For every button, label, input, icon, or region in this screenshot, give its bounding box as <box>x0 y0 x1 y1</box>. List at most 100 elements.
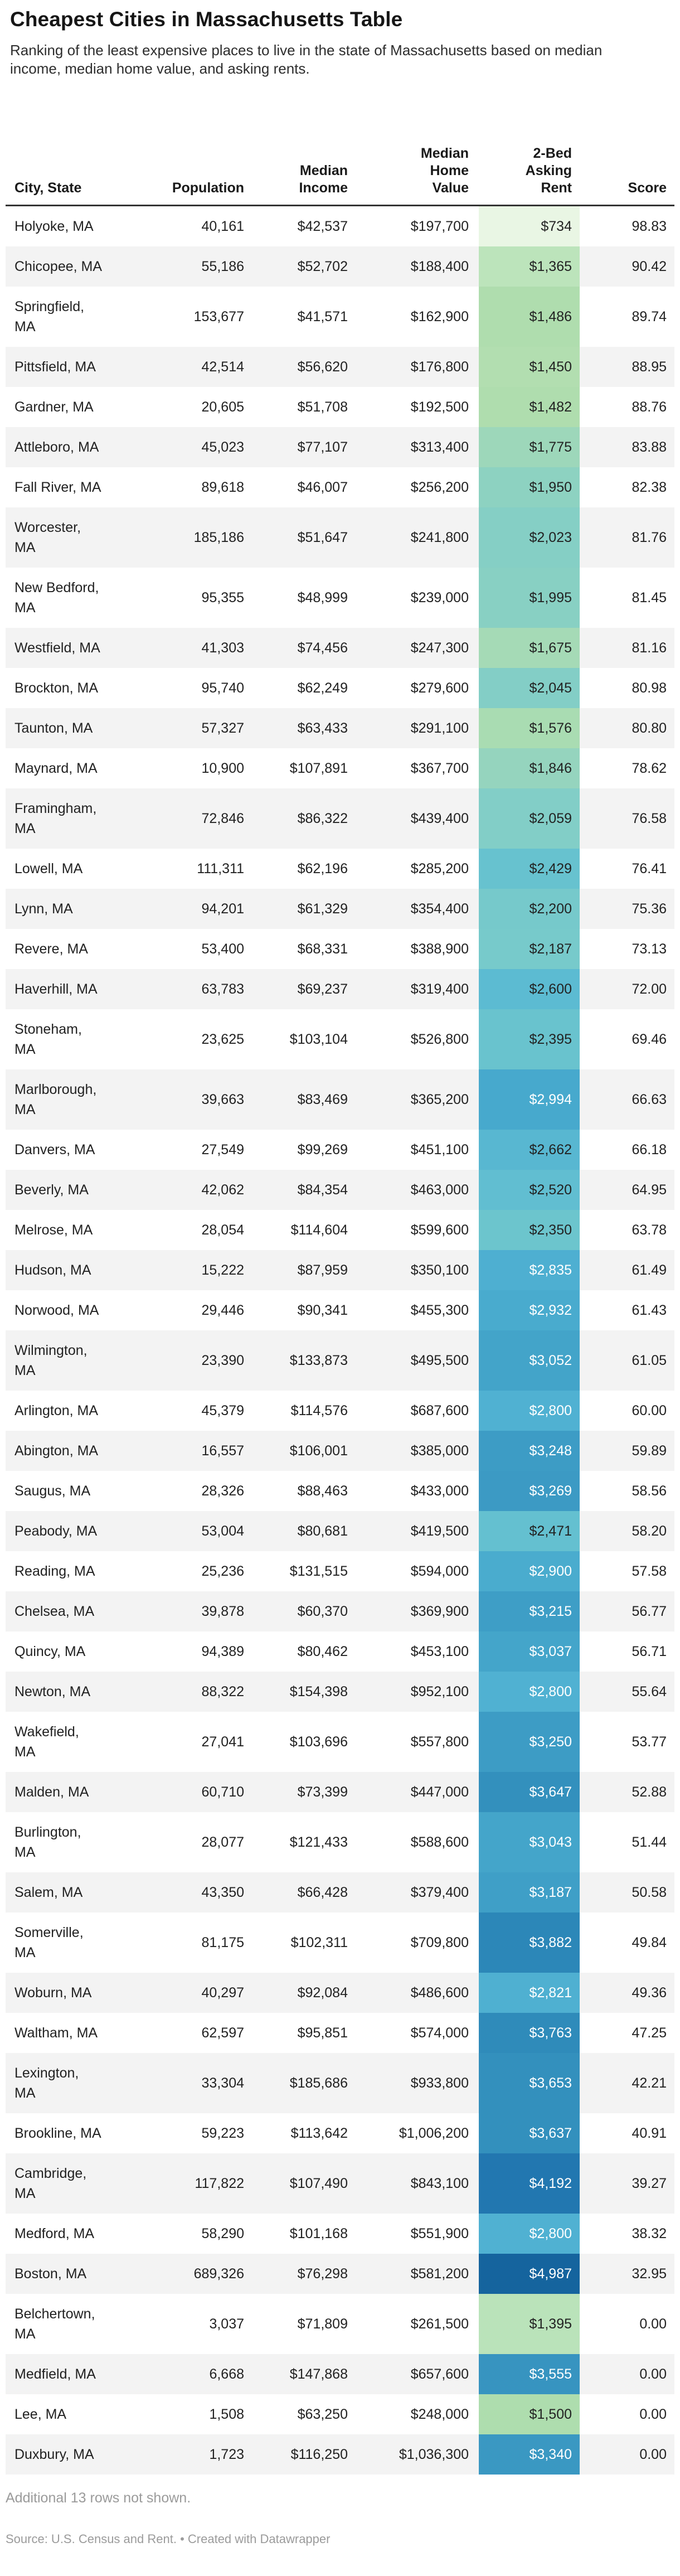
cell-median-income: $41,571 <box>297 309 348 325</box>
cell-median-income: $74,456 <box>297 640 348 656</box>
cell-population: 29,446 <box>201 1302 244 1318</box>
cell-median-income: $133,873 <box>289 1353 348 1368</box>
cell-median-income: $83,469 <box>297 1092 348 1107</box>
cell-median-home-value: $1,036,300 <box>399 2447 469 2462</box>
cell-2bed-asking-rent: $2,471 <box>479 1511 580 1551</box>
cell-median-income: $80,681 <box>297 1523 348 1539</box>
cell-score: 61.49 <box>632 1262 667 1278</box>
column-header-median-home-value[interactable]: Median Home Value <box>420 146 469 196</box>
cell-2bed-asking-rent: $2,023 <box>479 507 580 568</box>
datawrapper-credit-link[interactable]: Created with Datawrapper <box>187 2532 331 2546</box>
cell-city-state: Wilmington, MA <box>14 1343 88 1378</box>
cell-score: 98.83 <box>632 219 667 234</box>
table-row: Peabody, MA 53,004 $80,681 $419,500 $2,471 58… <box>6 1511 674 1551</box>
cell-median-income: $51,708 <box>297 399 348 415</box>
cell-population: 1,723 <box>209 2447 244 2462</box>
cell-city-state: Maynard, MA <box>14 761 98 776</box>
cell-score: 80.98 <box>632 680 667 696</box>
cell-median-home-value: $455,300 <box>410 1302 469 1318</box>
cell-score: 52.88 <box>632 1784 667 1800</box>
table-row: Boston, MA 689,326 $76,298 $581,200 $4,987 32… <box>6 2254 674 2294</box>
cell-median-home-value: $176,800 <box>410 359 469 375</box>
cell-2bed-asking-rent: $3,763 <box>479 2013 580 2053</box>
cell-city-state: Duxbury, MA <box>14 2447 94 2462</box>
cell-median-home-value: $526,800 <box>410 1032 469 1047</box>
cell-score: 32.95 <box>632 2266 667 2282</box>
cell-population: 689,326 <box>193 2266 244 2282</box>
cell-city-state: Lowell, MA <box>14 861 83 877</box>
cell-population: 25,236 <box>201 1563 244 1579</box>
cell-2bed-asking-rent: $2,395 <box>479 1009 580 1069</box>
column-header-city-state[interactable]: City, State <box>14 180 82 196</box>
column-header-2bed-asking-rent[interactable]: 2-Bed Asking Rent <box>525 146 572 196</box>
cell-median-home-value: $588,600 <box>410 1834 469 1850</box>
cell-city-state: Burlington, MA <box>14 1824 81 1860</box>
column-header-score[interactable]: Score <box>628 180 667 196</box>
cell-score: 76.58 <box>632 811 667 826</box>
table-row: Waltham, MA 62,597 $95,851 $574,000 $3,763 47… <box>6 2013 674 2053</box>
cell-population: 28,326 <box>201 1483 244 1499</box>
cell-city-state: Cambridge, MA <box>14 2166 87 2201</box>
table-row: Medford, MA 58,290 $101,168 $551,900 $2,800 3… <box>6 2214 674 2254</box>
table-row: Brookline, MA 59,223 $113,642 $1,006,200 $3,… <box>6 2113 674 2153</box>
cell-2bed-asking-rent: $1,995 <box>479 568 580 628</box>
cell-median-home-value: $952,100 <box>410 1684 469 1699</box>
cell-population: 53,400 <box>201 941 244 957</box>
cell-score: 73.13 <box>632 941 667 957</box>
column-header-median-income[interactable]: Median Income <box>299 163 348 196</box>
cell-2bed-asking-rent: $2,800 <box>479 1672 580 1712</box>
cell-2bed-asking-rent: $3,043 <box>479 1812 580 1872</box>
cell-2bed-asking-rent: $2,994 <box>479 1069 580 1130</box>
cell-score: 64.95 <box>632 1182 667 1198</box>
cell-city-state: Reading, MA <box>14 1563 95 1579</box>
cell-2bed-asking-rent: $2,932 <box>479 1290 580 1330</box>
cell-score: 82.38 <box>632 480 667 495</box>
cell-population: 6,668 <box>209 2366 244 2382</box>
cell-2bed-asking-rent: $1,675 <box>479 628 580 668</box>
cell-population: 57,327 <box>201 720 244 736</box>
cell-2bed-asking-rent: $3,250 <box>479 1712 580 1772</box>
cell-score: 39.27 <box>632 2176 667 2191</box>
table-row: Lexington, MA 33,304 $185,686 $933,800 $3,65… <box>6 2053 674 2113</box>
cell-2bed-asking-rent: $2,200 <box>479 889 580 929</box>
cell-2bed-asking-rent: $1,450 <box>479 347 580 387</box>
cell-city-state: Somerville, MA <box>14 1925 84 1960</box>
cell-city-state: Hudson, MA <box>14 1262 91 1278</box>
cell-score: 51.44 <box>632 1834 667 1850</box>
cell-median-income: $77,107 <box>297 439 348 455</box>
source-text: Source: U.S. Census and Rent. <box>6 2532 177 2546</box>
cell-city-state: Lynn, MA <box>14 901 73 917</box>
cell-median-income: $62,249 <box>297 680 348 696</box>
cell-median-income: $48,999 <box>297 590 348 606</box>
cell-2bed-asking-rent: $2,662 <box>479 1130 580 1170</box>
cell-population: 42,514 <box>201 359 244 375</box>
cell-median-income: $76,298 <box>297 2266 348 2282</box>
table-row: Maynard, MA 10,900 $107,891 $367,700 $1,846 7… <box>6 748 674 788</box>
cell-city-state: Salem, MA <box>14 1885 83 1900</box>
cell-score: 81.76 <box>632 530 667 545</box>
cell-population: 53,004 <box>201 1523 244 1539</box>
table-row: Taunton, MA 57,327 $63,433 $291,100 $1,576 80… <box>6 708 674 748</box>
cell-median-income: $103,696 <box>289 1734 348 1750</box>
cell-city-state: Abington, MA <box>14 1443 99 1459</box>
cell-score: 40.91 <box>632 2125 667 2141</box>
cell-2bed-asking-rent: $3,248 <box>479 1431 580 1471</box>
cell-city-state: Brockton, MA <box>14 680 99 696</box>
cell-population: 95,740 <box>201 680 244 696</box>
cell-population: 45,023 <box>201 439 244 455</box>
cell-median-home-value: $241,800 <box>410 530 469 545</box>
cell-population: 63,783 <box>201 981 244 997</box>
cell-score: 42.21 <box>632 2075 667 2091</box>
column-header-population[interactable]: Population <box>172 180 244 196</box>
cell-city-state: Lee, MA <box>14 2406 67 2422</box>
cell-median-income: $121,433 <box>289 1834 348 1850</box>
table-row: Lowell, MA 111,311 $62,196 $285,200 $2,429 76… <box>6 849 674 889</box>
cell-city-state: Springfield, MA <box>14 299 85 335</box>
cell-population: 55,186 <box>201 259 244 274</box>
cell-2bed-asking-rent: $3,340 <box>479 2434 580 2475</box>
cell-median-income: $66,428 <box>297 1885 348 1900</box>
cell-2bed-asking-rent: $2,520 <box>479 1170 580 1210</box>
cell-score: 38.32 <box>632 2226 667 2241</box>
cell-2bed-asking-rent: $734 <box>479 206 580 246</box>
